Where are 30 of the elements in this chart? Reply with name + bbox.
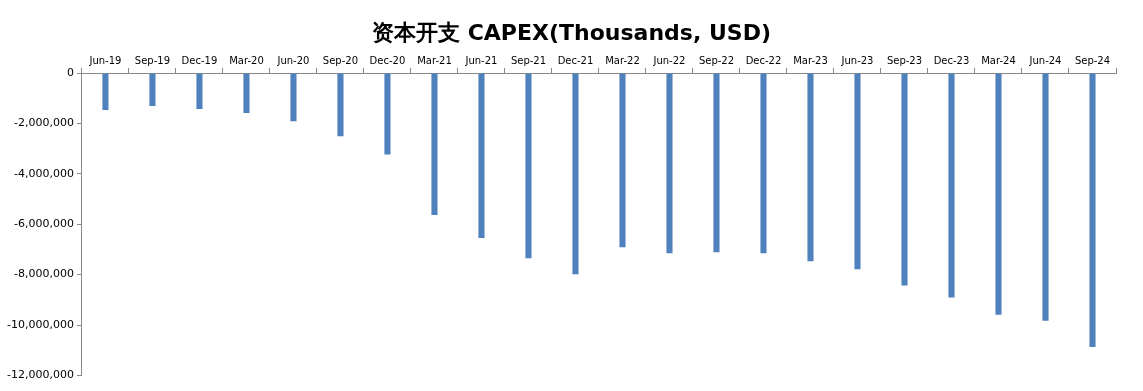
x-tick-label: Jun-20 [276,54,310,66]
y-tick-label: 0 [66,65,74,79]
x-tick-label: Dec-20 [369,54,406,66]
y-tick-label: -8,000,000 [14,267,74,281]
y-tick-label: -2,000,000 [14,116,74,130]
x-tick-label: Mar-22 [605,54,640,66]
x-tick-label: Dec-19 [181,54,218,66]
x-tick-label: Mar-20 [229,54,264,66]
y-tick-label: -6,000,000 [14,217,74,231]
x-tick-label: Jun-19 [88,54,122,66]
y-tick-label: -12,000,000 [7,368,74,382]
x-tick-label: Sep-24 [1074,54,1111,66]
y-tick-label: -10,000,000 [7,317,74,331]
x-tick-label: Jun-22 [652,54,686,66]
x-tick-label: Sep-20 [322,54,359,66]
y-tick-label: -4,000,000 [14,166,74,180]
x-tick-label: Sep-19 [134,54,171,66]
x-tick-label: Dec-23 [933,54,970,66]
x-tick-label: Dec-22 [745,54,782,66]
x-tick-label: Jun-24 [1028,54,1062,66]
chart-title: 资本开支 CAPEX(Thousands, USD) [371,19,772,47]
x-tick-label: Jun-23 [840,54,874,66]
x-tick-label: Jun-21 [464,54,498,66]
x-tick-label: Dec-21 [557,54,594,66]
x-tick-label: Mar-23 [793,54,828,66]
x-tick-label: Mar-24 [981,54,1016,66]
x-tick-label: Sep-22 [698,54,735,66]
x-tick-label: Sep-23 [886,54,923,66]
x-tick-label: Mar-21 [417,54,452,66]
x-tick-label: Sep-21 [510,54,547,66]
